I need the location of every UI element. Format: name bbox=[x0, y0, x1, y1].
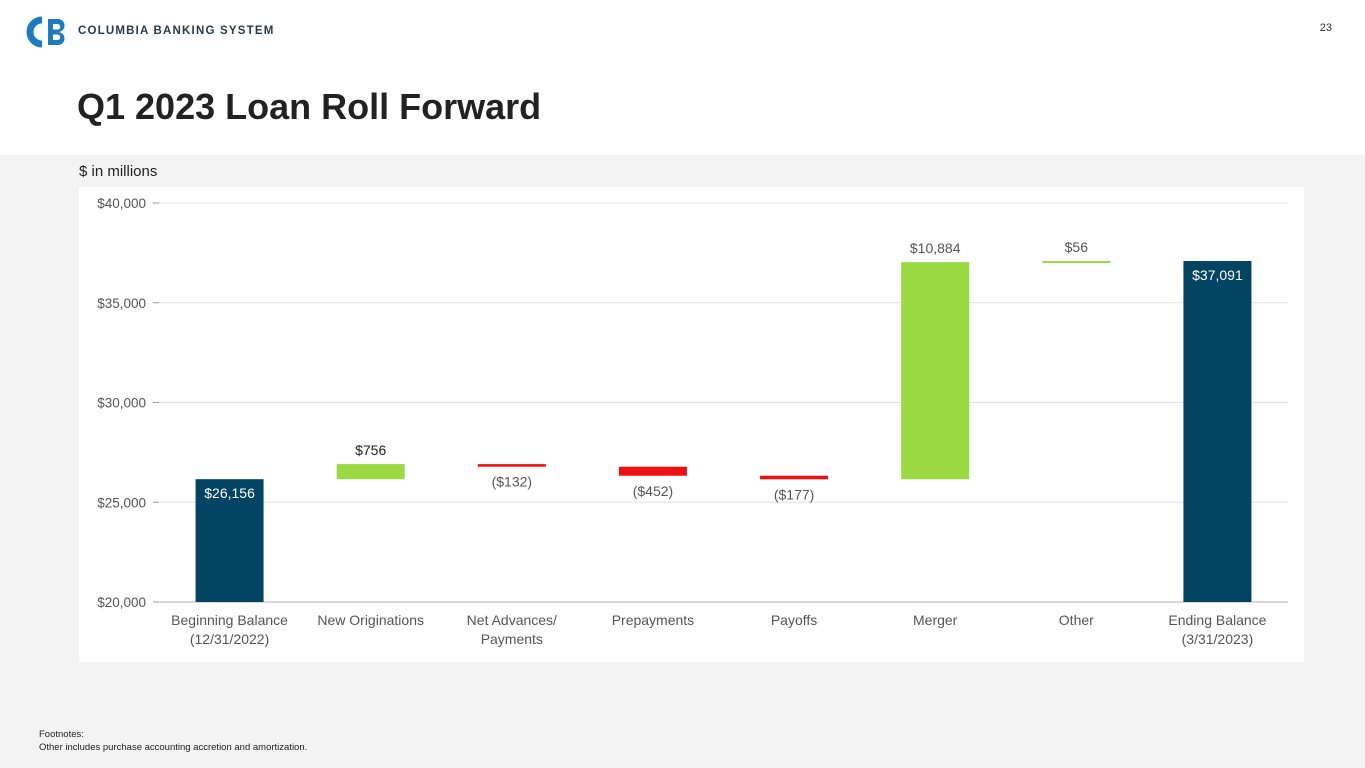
category-label-7: (3/31/2023) bbox=[1182, 631, 1254, 647]
category-label-2: Net Advances/ bbox=[467, 612, 557, 628]
y-tick-label: $30,000 bbox=[97, 396, 146, 411]
footnotes: Footnotes: Other includes purchase accou… bbox=[39, 728, 307, 754]
footnotes-heading: Footnotes: bbox=[39, 729, 84, 740]
category-label-2: Payments bbox=[481, 631, 543, 647]
page-number: 23 bbox=[1319, 22, 1332, 34]
y-tick-label: $20,000 bbox=[97, 595, 146, 610]
columbia-logo-icon bbox=[26, 16, 65, 48]
chart-panel: $20,000 $25,000 $30,000 $35,000 $40,000 $26,1… bbox=[79, 187, 1304, 662]
y-tick-label: $35,000 bbox=[97, 296, 146, 311]
logo-text: COLUMBIA BANKING SYSTEM bbox=[78, 25, 275, 37]
data-label-1: $756 bbox=[355, 442, 386, 458]
data-label-0: $26,156 bbox=[204, 485, 255, 501]
data-label-6: $56 bbox=[1065, 239, 1089, 255]
footnotes-text: Other includes purchase accounting accre… bbox=[39, 742, 308, 753]
waterfall-chart: $20,000 $25,000 $30,000 $35,000 $40,000 $26,1… bbox=[97, 196, 1288, 647]
bar-3 bbox=[618, 466, 687, 476]
bar-7 bbox=[1183, 261, 1252, 602]
slide-header: COLUMBIA BANKING SYSTEM 23 Q1 2023 Loan … bbox=[0, 0, 1365, 155]
y-tick-label: $40,000 bbox=[97, 196, 146, 211]
bar-4 bbox=[760, 475, 829, 480]
category-label-0: Beginning Balance bbox=[171, 612, 288, 628]
category-label-0: (12/31/2022) bbox=[190, 631, 269, 647]
page-title: Q1 2023 Loan Roll Forward bbox=[77, 86, 542, 127]
data-label-4: ($177) bbox=[774, 486, 814, 502]
category-label-4: Payoffs bbox=[771, 612, 817, 628]
data-label-2: ($132) bbox=[492, 474, 532, 490]
category-label-7: Ending Balance bbox=[1168, 612, 1266, 628]
data-label-7: $37,091 bbox=[1192, 267, 1243, 283]
bar-1 bbox=[336, 464, 405, 480]
category-label-6: Other bbox=[1059, 612, 1094, 628]
category-label-1: New Originations bbox=[317, 612, 424, 628]
units-label: $ in millions bbox=[79, 163, 158, 180]
category-label-5: Merger bbox=[913, 612, 958, 628]
bar-0 bbox=[195, 479, 264, 602]
bar-6 bbox=[1042, 261, 1111, 264]
data-label-5: $10,884 bbox=[910, 240, 961, 256]
bar-5 bbox=[901, 262, 970, 480]
y-tick-label: $25,000 bbox=[97, 495, 146, 510]
bar-2 bbox=[477, 464, 546, 467]
data-label-3: ($452) bbox=[633, 483, 673, 499]
category-label-3: Prepayments bbox=[612, 612, 694, 628]
